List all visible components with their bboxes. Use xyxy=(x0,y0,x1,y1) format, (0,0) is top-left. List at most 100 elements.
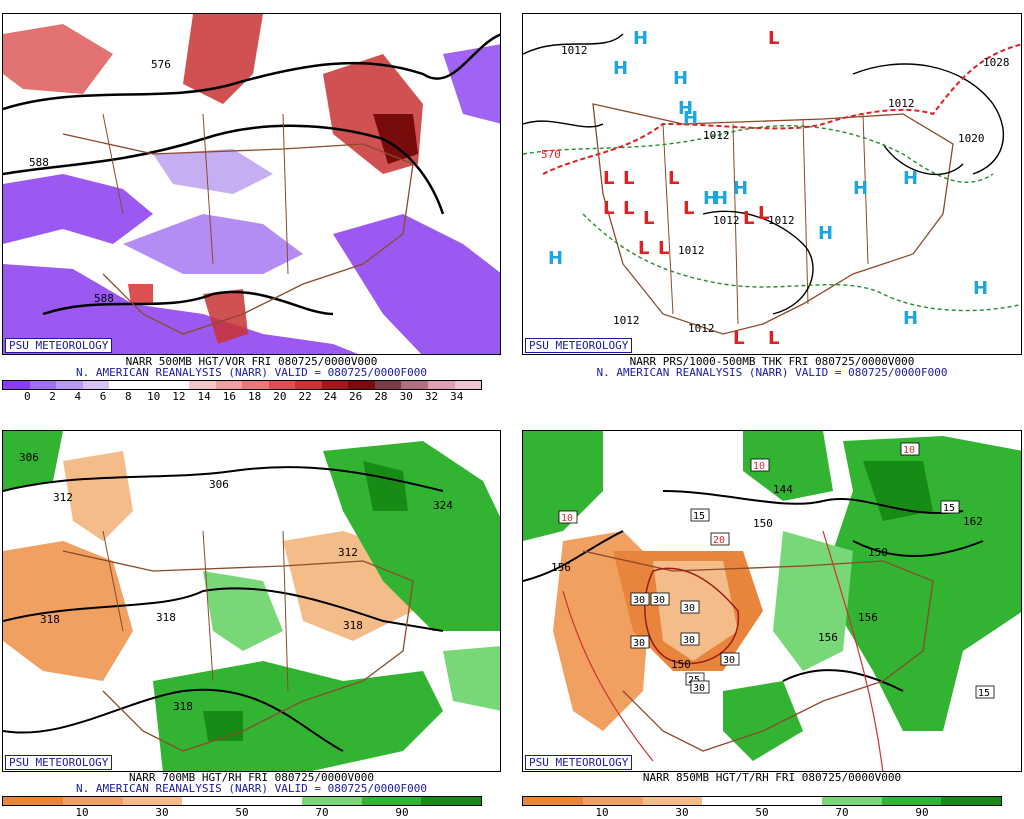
colorbar-swatch xyxy=(702,797,762,805)
temperature-label-box xyxy=(900,442,920,456)
map-subtitle: N. AMERICAN REANALYSIS (NARR) VALID = 08… xyxy=(76,366,427,379)
temperature-label-box xyxy=(558,510,578,524)
temperature-label-box xyxy=(680,600,700,614)
contour-label: 318 xyxy=(156,611,176,624)
colorbar-tick: 22 xyxy=(298,390,312,403)
colorbar-swatch xyxy=(881,797,942,805)
colorbar-swatch xyxy=(242,381,269,389)
high-pressure-marker: H xyxy=(853,178,868,199)
colorbar-tick: 8 xyxy=(125,390,132,403)
colorbar-tick: 34 xyxy=(450,390,464,403)
temperature-label-box xyxy=(650,592,670,606)
panel-prs-thickness: 1012 1012 1012 1012 1012 1012 1012 1012 … xyxy=(520,0,1024,400)
colorbar-swatch xyxy=(374,381,402,389)
contour-label: 588 xyxy=(29,156,49,169)
colorbar-swatch xyxy=(162,381,189,389)
colorbar-tick: 28 xyxy=(374,390,388,403)
isobar-label: 1012 xyxy=(703,129,730,142)
temperature-label: 30 xyxy=(633,595,645,606)
colorbar-tick: 14 xyxy=(197,390,211,403)
low-pressure-marker: L xyxy=(668,168,679,189)
colorbar-swatch xyxy=(321,381,349,389)
colorbar-tick: 10 xyxy=(146,390,161,403)
colorbar-swatch xyxy=(361,797,422,805)
map-title: NARR 700MB HGT/RH FRI 080725/0000V000 xyxy=(128,771,375,784)
colorbar-tick: 32 xyxy=(424,390,439,403)
vorticity-colorbar xyxy=(2,380,482,390)
panel-500mb-hgt-vor: 576 588 588 PSU METEOROLOGY NARR 500MB H… xyxy=(0,0,503,403)
temperature-label: 30 xyxy=(683,603,695,614)
contour-label: 318 xyxy=(173,700,193,713)
colorbar-swatch xyxy=(401,381,428,389)
contour-label: 150 xyxy=(753,517,773,530)
colorbar-tick: 0 xyxy=(23,390,31,403)
temperature-label: 30 xyxy=(653,595,665,606)
high-pressure-marker: H xyxy=(703,188,718,209)
contour-label: 150 xyxy=(671,658,691,671)
humidity-map-700: 306 312 306 324 312 318 318 318 318 xyxy=(3,431,500,771)
rh-colorbar xyxy=(2,796,482,806)
colorbar-swatch xyxy=(62,797,123,805)
colorbar-swatch xyxy=(29,381,57,389)
low-pressure-marker: L xyxy=(758,203,769,224)
map-subtitle: N. AMERICAN REANALYSIS (NARR) VALID = 08… xyxy=(596,366,948,379)
isobar-label: 1012 xyxy=(561,44,588,57)
isobar-label: 1012 xyxy=(713,214,740,227)
contour-label: 156 xyxy=(858,611,878,624)
temperature-label-box xyxy=(720,652,740,666)
temperature-label: 25 xyxy=(688,675,700,686)
high-pressure-marker: H xyxy=(548,248,563,269)
colorbar-swatch xyxy=(56,381,83,389)
low-pressure-marker: L xyxy=(623,198,634,219)
temperature-label: 15 xyxy=(693,511,705,522)
low-pressure-marker: L xyxy=(743,208,754,229)
colorbar-tick: 30 xyxy=(675,806,689,819)
colorbar-tick: 4 xyxy=(74,390,82,403)
colorbar-swatch xyxy=(268,381,296,389)
colorbar-tick: 6 xyxy=(99,390,107,403)
high-pressure-marker: H xyxy=(613,58,628,79)
colorbar-swatch xyxy=(421,797,481,805)
low-pressure-marker: L xyxy=(603,198,614,219)
source-badge: PSU METEOROLOGY xyxy=(525,755,633,770)
colorbar-swatch xyxy=(821,797,882,805)
colorbar-ticks: 10 30 50 70 90 xyxy=(522,806,1002,819)
high-pressure-marker: H xyxy=(973,278,988,299)
contour-label: 576 xyxy=(151,58,171,71)
isobar-label: 1020 xyxy=(958,132,985,145)
colorbar-swatch xyxy=(348,381,375,389)
low-pressure-marker: L xyxy=(658,238,669,259)
colorbar-swatch xyxy=(301,797,362,805)
contour-label: 318 xyxy=(40,613,60,626)
high-pressure-marker: H xyxy=(673,68,688,89)
contour-label: 312 xyxy=(53,491,73,504)
colorbar-tick: 26 xyxy=(349,390,363,403)
contour-label: 150 xyxy=(868,546,888,559)
map-subtitle: N. AMERICAN REANALYSIS (NARR) VALID = 08… xyxy=(76,782,427,795)
temperature-label-box xyxy=(690,508,710,522)
high-pressure-marker: H xyxy=(903,168,918,189)
contour-label: 318 xyxy=(343,619,363,632)
vorticity-map: 576 588 588 xyxy=(3,14,500,354)
colorbar-swatch xyxy=(135,381,163,389)
thickness-label: 570 xyxy=(541,148,561,161)
colorbar-swatch xyxy=(182,797,242,805)
colorbar-swatch xyxy=(642,797,703,805)
panel-700mb-hgt-rh: 306 312 306 324 312 318 318 318 318 PSU … xyxy=(0,420,503,819)
source-badge: PSU METEOROLOGY xyxy=(5,338,113,353)
low-pressure-marker: L xyxy=(643,208,654,229)
low-pressure-marker: L xyxy=(768,28,779,49)
colorbar-tick: 24 xyxy=(323,390,338,403)
colorbar-swatch xyxy=(122,797,183,805)
high-pressure-marker: H xyxy=(713,188,728,209)
isobar-label: 1028 xyxy=(983,56,1010,69)
temperature-label-box xyxy=(680,632,700,646)
colorbar-swatch xyxy=(295,381,322,389)
humidity-map-850: 156 144 150 156 156 150 150 162 10 10 10 15… xyxy=(523,431,1021,771)
panel-850mb-hgt-t-rh: 156 144 150 156 156 150 150 162 10 10 10 15… xyxy=(520,420,1024,819)
contour-label: 156 xyxy=(551,561,571,574)
map-frame: 1012 1012 1012 1012 1012 1012 1012 1012 … xyxy=(522,13,1022,355)
low-pressure-marker: L xyxy=(768,328,779,349)
contour-label: 306 xyxy=(209,478,229,491)
